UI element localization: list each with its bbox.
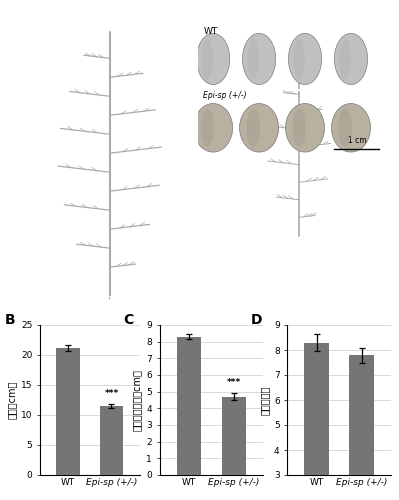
Text: WT: WT	[97, 296, 114, 306]
Ellipse shape	[197, 34, 230, 84]
Bar	[99, 406, 123, 475]
Text: WT: WT	[203, 26, 217, 36]
Text: 1 cm: 1 cm	[26, 282, 47, 291]
Ellipse shape	[339, 38, 351, 79]
Bar	[56, 348, 80, 475]
Bar	[221, 396, 247, 475]
Bar	[349, 355, 374, 500]
Text: 1 cm: 1 cm	[348, 136, 366, 145]
Ellipse shape	[288, 34, 322, 84]
Text: D: D	[251, 313, 263, 327]
Text: B: B	[5, 313, 16, 327]
Ellipse shape	[338, 109, 352, 146]
Y-axis label: 穗长（cm）: 穗长（cm）	[7, 381, 17, 419]
Y-axis label: 一次枝梗长度（cm）: 一次枝梗长度（cm）	[132, 369, 142, 431]
Ellipse shape	[292, 109, 306, 146]
Bar	[304, 342, 329, 500]
Text: C: C	[123, 313, 134, 327]
Ellipse shape	[247, 38, 259, 79]
Text: Epi-sp (+/-): Epi-sp (+/-)	[203, 92, 247, 100]
Ellipse shape	[246, 109, 260, 146]
Ellipse shape	[285, 104, 324, 152]
Bar	[176, 336, 201, 475]
Ellipse shape	[334, 34, 367, 84]
Ellipse shape	[243, 34, 276, 84]
Text: A: A	[6, 8, 17, 22]
Ellipse shape	[200, 109, 214, 146]
Text: Epi-sp (+/-): Epi-sp (+/-)	[280, 296, 339, 306]
Ellipse shape	[194, 104, 233, 152]
Ellipse shape	[332, 104, 371, 152]
Y-axis label: 一次枝梗数: 一次枝梗数	[260, 386, 270, 414]
Text: ***: ***	[227, 378, 241, 388]
Ellipse shape	[293, 38, 305, 79]
Ellipse shape	[201, 38, 213, 79]
Ellipse shape	[239, 104, 279, 152]
Text: ***: ***	[104, 388, 119, 398]
